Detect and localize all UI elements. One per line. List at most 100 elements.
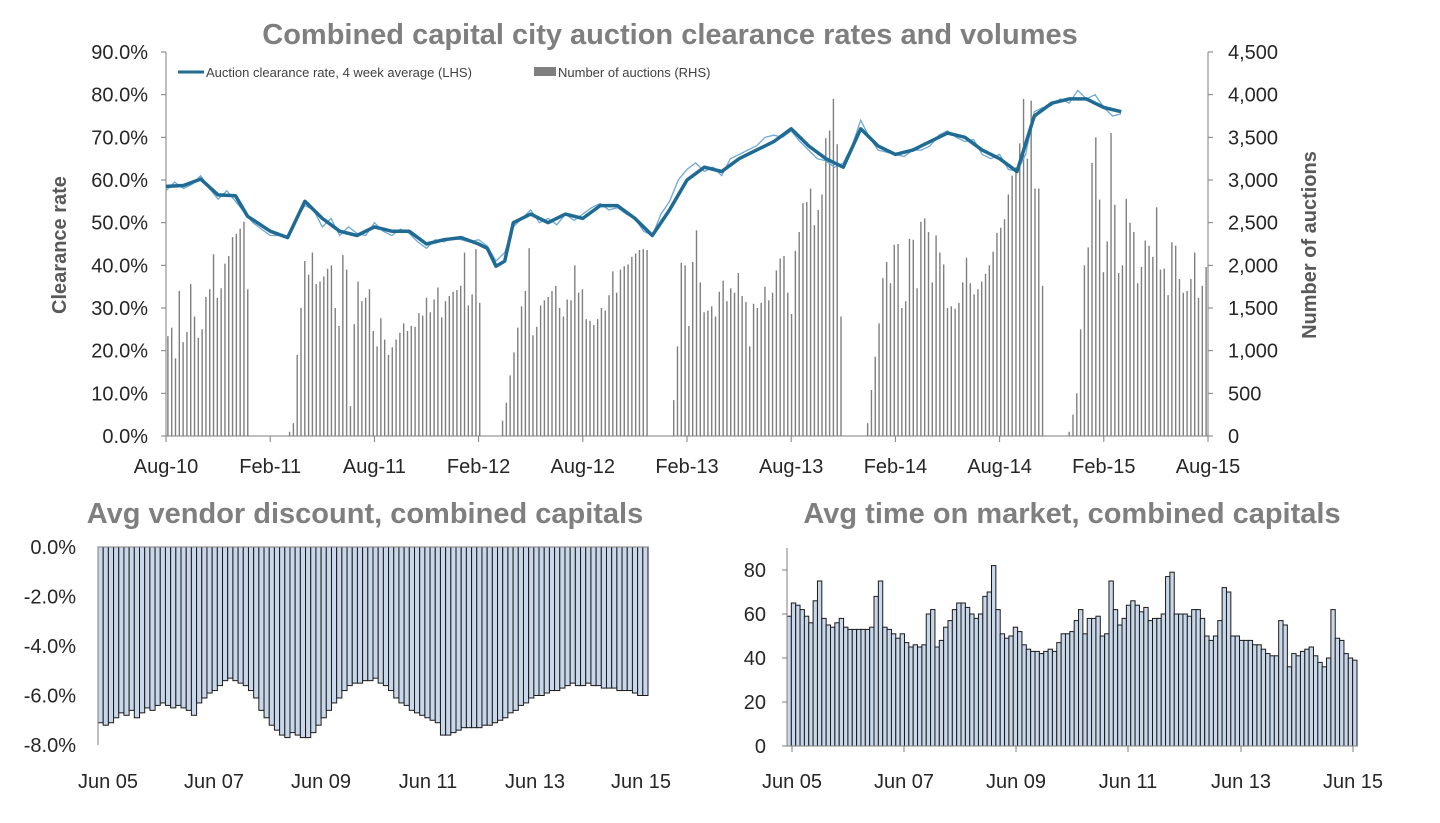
time-on-market-bar — [1199, 617, 1206, 747]
auction-bar — [600, 308, 603, 436]
time-on-market-bar — [1147, 620, 1154, 747]
vendor-discount-bar — [242, 546, 249, 687]
auction-bar — [1007, 194, 1010, 436]
y-tick-label-left: 40.0% — [91, 255, 148, 277]
time-on-market-bar — [1095, 615, 1101, 747]
auction-bar — [345, 269, 348, 436]
time-on-market-bar — [1108, 580, 1114, 747]
auction-bar — [779, 258, 781, 436]
time-on-market-bar — [1091, 617, 1097, 747]
time-on-market-bar — [1339, 639, 1345, 747]
time-on-market-bar — [1099, 635, 1106, 747]
vendor-discount-bar — [637, 546, 644, 696]
auction-bar — [228, 255, 230, 436]
time-on-market-bar — [1217, 620, 1223, 747]
clearance-chart: Combined capital city auction clearance … — [49, 19, 1321, 478]
auction-bar — [555, 285, 557, 436]
auction-bar — [722, 280, 724, 436]
vd-x-tick-label: Jun 05 — [78, 771, 138, 793]
auction-bar — [581, 289, 584, 436]
auction-bar — [311, 252, 314, 436]
time-on-market-bar — [908, 646, 914, 747]
y-tick-label-right: 0 — [1228, 426, 1239, 448]
auction-bar — [608, 295, 610, 436]
vendor-discount-bar — [170, 546, 177, 709]
time-on-market-bar — [1165, 576, 1171, 747]
time-on-market-bar — [960, 602, 966, 747]
auction-bar — [334, 308, 336, 436]
y-tick-label-left: 20.0% — [91, 341, 148, 363]
auction-bar — [543, 300, 546, 436]
auction-bar — [1003, 219, 1006, 436]
time-on-market-bar — [930, 609, 936, 747]
auction-bar — [1034, 188, 1036, 436]
time-on-market-bar — [1182, 613, 1188, 747]
vendor-discount-bar — [564, 546, 571, 687]
time-on-market-title: Avg time on market, combined capitals — [803, 498, 1340, 530]
vendor-discount-bar — [294, 546, 301, 736]
auction-bar — [167, 336, 169, 436]
legend-label-clearance: Auction clearance rate, 4 week average (… — [206, 65, 472, 80]
auction-bar — [741, 296, 743, 436]
auction-bar — [1110, 133, 1112, 436]
vendor-discount-bar — [486, 546, 493, 726]
time-on-market-bar — [1138, 611, 1145, 747]
vendor-discount-bar — [216, 546, 224, 687]
time-on-market-bar — [943, 626, 949, 747]
vendor-discount-bar — [408, 546, 416, 711]
auction-bar — [836, 144, 838, 436]
vendor-discount-bars — [97, 546, 649, 739]
time-on-market-bar — [825, 624, 832, 747]
auction-bar — [361, 301, 363, 436]
auction-bar — [212, 254, 215, 436]
time-on-market-bars — [786, 565, 1358, 747]
vendor-discount-bar — [424, 546, 431, 719]
vendor-discount-bar — [325, 546, 332, 711]
auction-bar — [1022, 98, 1025, 437]
vendor-discount-bar — [455, 546, 462, 731]
time-on-market-bar — [1073, 620, 1080, 747]
auction-bar — [391, 347, 393, 436]
vendor-discount-bar — [543, 546, 550, 694]
auction-bar — [1182, 292, 1184, 436]
legend-label-auctions: Number of auctions (RHS) — [558, 65, 710, 80]
auction-bar — [357, 281, 359, 436]
auction-bar — [307, 274, 310, 436]
auction-bar — [190, 284, 192, 436]
time-on-market-bar — [903, 642, 910, 747]
vd-y-tick-label: -2.0% — [24, 587, 76, 609]
vendor-discount-bar — [460, 546, 467, 729]
time-on-market-bar — [934, 646, 940, 747]
tm-y-tick-label: 40 — [744, 648, 766, 670]
auction-bar — [962, 282, 964, 436]
auction-bar — [828, 130, 831, 436]
auction-bar — [764, 286, 766, 436]
auction-bar — [513, 352, 515, 436]
time-on-market-bar — [1191, 609, 1197, 747]
auction-bar — [1197, 297, 1200, 436]
time-on-market-bar — [977, 613, 984, 747]
vd-x-tick-label: Jun 15 — [611, 771, 671, 793]
auction-bar — [771, 292, 774, 436]
vendor-discount-bar — [211, 546, 218, 692]
auction-bar — [539, 305, 542, 436]
time-on-market-bar — [1326, 657, 1332, 747]
time-on-market-bar — [882, 626, 888, 747]
vendor-discount-bar — [128, 546, 135, 711]
auction-bar — [920, 221, 922, 436]
auction-bar — [1159, 269, 1162, 436]
time-on-market-bar — [1025, 648, 1032, 747]
time-on-market-bar — [899, 633, 905, 747]
time-on-market-bar — [895, 637, 901, 747]
time-on-market-bar — [830, 626, 836, 747]
time-on-market-bar — [808, 622, 814, 747]
auction-bar — [1133, 232, 1135, 436]
time-on-market-bar — [799, 609, 805, 747]
time-on-market-bar — [1117, 624, 1123, 747]
time-on-market-bar — [1034, 650, 1040, 747]
auction-bar — [475, 249, 477, 436]
auction-bar — [908, 238, 911, 436]
time-on-market-bar — [1125, 604, 1132, 747]
vendor-discount-bar — [642, 546, 649, 696]
y-tick-label-left: 90.0% — [91, 42, 148, 64]
